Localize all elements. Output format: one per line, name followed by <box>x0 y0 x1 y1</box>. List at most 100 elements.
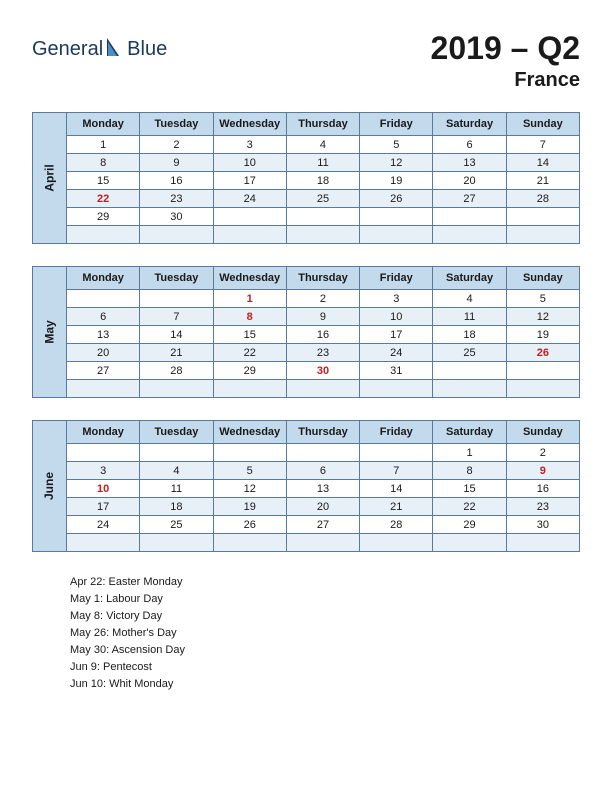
day-cell: 15 <box>67 172 140 190</box>
weekday-header: Wednesday <box>213 267 286 290</box>
weekday-header: Sunday <box>506 267 579 290</box>
logo-text-2: Blue <box>127 38 167 61</box>
holiday-list: Apr 22: Easter MondayMay 1: Labour Day Ma… <box>32 574 580 693</box>
day-cell: 2 <box>286 290 359 308</box>
calendar-month: AprilMondayTuesdayWednesdayThursdayFrida… <box>32 112 580 244</box>
day-cell: 17 <box>67 498 140 516</box>
weekday-header: Friday <box>360 113 433 136</box>
day-cell: 2 <box>140 136 213 154</box>
calendars-container: AprilMondayTuesdayWednesdayThursdayFrida… <box>32 112 580 552</box>
day-cell: 27 <box>433 190 506 208</box>
day-cell: 29 <box>433 516 506 534</box>
day-cell: 7 <box>140 308 213 326</box>
day-cell: 11 <box>286 154 359 172</box>
month-label: April <box>33 113 67 244</box>
day-cell <box>433 380 506 398</box>
day-cell <box>213 208 286 226</box>
day-cell: 26 <box>360 190 433 208</box>
page-header: General Blue 2019 – Q2 France <box>32 30 580 92</box>
day-cell: 19 <box>360 172 433 190</box>
calendar-month: JuneMondayTuesdayWednesdayThursdayFriday… <box>32 420 580 552</box>
day-cell <box>360 208 433 226</box>
day-cell-holiday: 22 <box>67 190 140 208</box>
day-cell: 13 <box>433 154 506 172</box>
day-cell: 18 <box>433 326 506 344</box>
day-cell: 1 <box>433 444 506 462</box>
day-cell: 28 <box>360 516 433 534</box>
day-cell <box>360 444 433 462</box>
day-cell: 10 <box>213 154 286 172</box>
day-cell: 16 <box>286 326 359 344</box>
day-cell: 9 <box>286 308 359 326</box>
day-cell: 4 <box>286 136 359 154</box>
day-cell: 28 <box>506 190 579 208</box>
day-cell: 1 <box>67 136 140 154</box>
holiday-entry: May 1: Labour Day <box>70 591 580 608</box>
day-cell <box>506 534 579 552</box>
day-cell: 18 <box>140 498 213 516</box>
weekday-header: Sunday <box>506 113 579 136</box>
day-cell: 24 <box>67 516 140 534</box>
day-cell <box>433 534 506 552</box>
weekday-header: Friday <box>360 421 433 444</box>
day-cell <box>506 208 579 226</box>
weekday-header: Thursday <box>286 421 359 444</box>
day-cell: 7 <box>506 136 579 154</box>
day-cell-holiday: 26 <box>506 344 579 362</box>
day-cell: 29 <box>67 208 140 226</box>
day-cell: 14 <box>506 154 579 172</box>
weekday-header: Wednesday <box>213 113 286 136</box>
day-cell <box>506 362 579 380</box>
day-cell: 9 <box>140 154 213 172</box>
day-cell: 14 <box>140 326 213 344</box>
day-cell: 6 <box>286 462 359 480</box>
weekday-header: Saturday <box>433 421 506 444</box>
day-cell <box>140 226 213 244</box>
day-cell <box>433 362 506 380</box>
title-block: 2019 – Q2 France <box>431 30 580 92</box>
day-cell: 14 <box>360 480 433 498</box>
day-cell <box>286 208 359 226</box>
day-cell <box>67 290 140 308</box>
day-cell: 7 <box>360 462 433 480</box>
day-cell: 20 <box>286 498 359 516</box>
day-cell <box>506 226 579 244</box>
day-cell <box>360 226 433 244</box>
day-cell: 8 <box>433 462 506 480</box>
day-cell-holiday: 1 <box>213 290 286 308</box>
day-cell <box>140 380 213 398</box>
day-cell: 15 <box>213 326 286 344</box>
day-cell-holiday: 8 <box>213 308 286 326</box>
holiday-entry: Apr 22: Easter Monday <box>70 574 580 591</box>
day-cell: 26 <box>213 516 286 534</box>
weekday-header: Tuesday <box>140 113 213 136</box>
day-cell: 19 <box>506 326 579 344</box>
day-cell <box>286 380 359 398</box>
day-cell: 16 <box>140 172 213 190</box>
weekday-header: Thursday <box>286 267 359 290</box>
day-cell <box>213 380 286 398</box>
day-cell: 23 <box>140 190 213 208</box>
day-cell: 15 <box>433 480 506 498</box>
day-cell: 18 <box>286 172 359 190</box>
day-cell: 12 <box>213 480 286 498</box>
month-label: May <box>33 267 67 398</box>
weekday-header: Monday <box>67 113 140 136</box>
day-cell <box>433 208 506 226</box>
day-cell: 5 <box>506 290 579 308</box>
day-cell: 19 <box>213 498 286 516</box>
day-cell <box>67 444 140 462</box>
day-cell: 25 <box>286 190 359 208</box>
day-cell-holiday: 10 <box>67 480 140 498</box>
weekday-header: Tuesday <box>140 267 213 290</box>
day-cell: 12 <box>360 154 433 172</box>
holiday-entry: May 26: Mother's Day <box>70 625 580 642</box>
weekday-header: Wednesday <box>213 421 286 444</box>
logo: General Blue <box>32 36 167 63</box>
day-cell: 13 <box>286 480 359 498</box>
day-cell-holiday: 30 <box>286 362 359 380</box>
day-cell <box>286 534 359 552</box>
weekday-header: Saturday <box>433 267 506 290</box>
day-cell: 30 <box>506 516 579 534</box>
weekday-header: Sunday <box>506 421 579 444</box>
